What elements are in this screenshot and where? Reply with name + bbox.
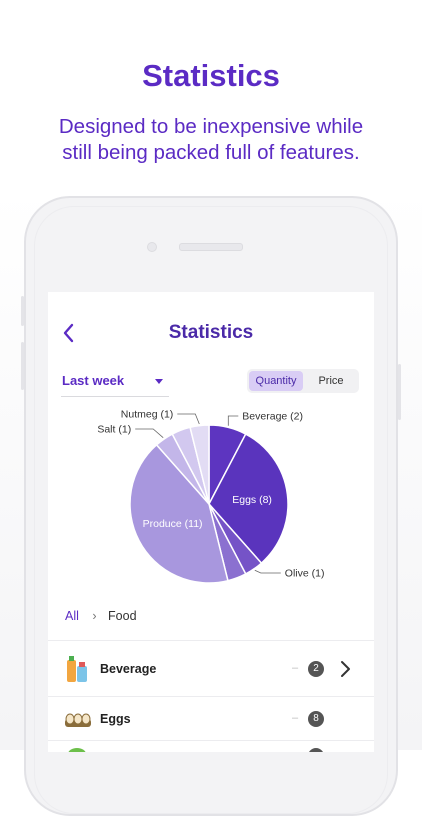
dropdown-caret-icon xyxy=(155,379,163,384)
period-dropdown-value: Last week xyxy=(62,373,125,388)
chevron-right-icon[interactable] xyxy=(338,660,352,678)
pie-leader-line xyxy=(177,413,200,425)
beverage-icon xyxy=(67,656,87,682)
breadcrumb-all-link[interactable]: All xyxy=(65,609,79,623)
promo-subtitle: Designed to be inexpensive while still b… xyxy=(0,114,422,166)
app-screen: Statistics Last week Quantity Price Beve… xyxy=(48,292,374,752)
phone-side-button-left-1 xyxy=(21,296,24,326)
toggle-price-button[interactable]: Price xyxy=(318,375,344,387)
toggle-quantity-button[interactable]: Quantity xyxy=(249,371,303,391)
metric-toggle: Quantity Price xyxy=(247,369,359,393)
screen-title: Statistics xyxy=(168,322,254,343)
list-item-label: Beverage xyxy=(100,662,157,676)
count-badge: 2 xyxy=(308,661,324,677)
pie-label: Beverage (2) xyxy=(242,411,303,423)
pie-slice[interactable] xyxy=(129,443,229,584)
promo-subtitle-line-2: still being packed full of features. xyxy=(62,141,360,164)
pie-label: Eggs (8) xyxy=(232,494,272,506)
pie-leader-line xyxy=(254,569,281,574)
list-item-beverage[interactable]: Beverage – 2 xyxy=(48,642,374,696)
pie-leader-line xyxy=(135,428,164,439)
list-item-dash: – xyxy=(292,712,299,724)
promo-title: Statistics xyxy=(142,58,280,93)
count-badge: 8 xyxy=(308,711,324,727)
list-divider xyxy=(48,740,374,741)
pie-leader-line xyxy=(227,415,239,426)
promo-subtitle-line-1: Designed to be inexpensive while xyxy=(58,115,364,138)
phone-side-button-right xyxy=(398,364,401,420)
phone-side-button-left-2 xyxy=(21,342,24,390)
produce-icon xyxy=(68,748,86,752)
phone-speaker xyxy=(179,243,243,251)
list-divider xyxy=(48,696,374,697)
pie-chart: Beverage (2) Eggs (8) Olive (1) Produce (11… xyxy=(97,409,325,584)
list-item-label: Eggs xyxy=(100,712,131,726)
list-divider xyxy=(48,640,374,641)
period-dropdown[interactable]: Last week xyxy=(61,372,169,397)
pie-slice[interactable] xyxy=(208,433,289,565)
breadcrumb: All › Food xyxy=(65,609,137,623)
pie-slice[interactable] xyxy=(189,424,210,505)
list-item-dash: – xyxy=(292,662,299,674)
eggs-icon xyxy=(65,713,91,727)
pie-label: Salt (1) xyxy=(97,424,131,436)
back-chevron-icon[interactable] xyxy=(60,322,78,344)
pie-label: Olive (1) xyxy=(285,568,325,580)
pie-label: Produce (11) xyxy=(143,518,203,530)
breadcrumb-chevron-icon: › xyxy=(92,609,97,623)
breadcrumb-current: Food xyxy=(108,609,137,623)
phone-camera xyxy=(147,242,157,252)
pie-label: Nutmeg (1) xyxy=(121,409,174,421)
list-item-eggs[interactable]: Eggs – 8 xyxy=(48,698,374,752)
